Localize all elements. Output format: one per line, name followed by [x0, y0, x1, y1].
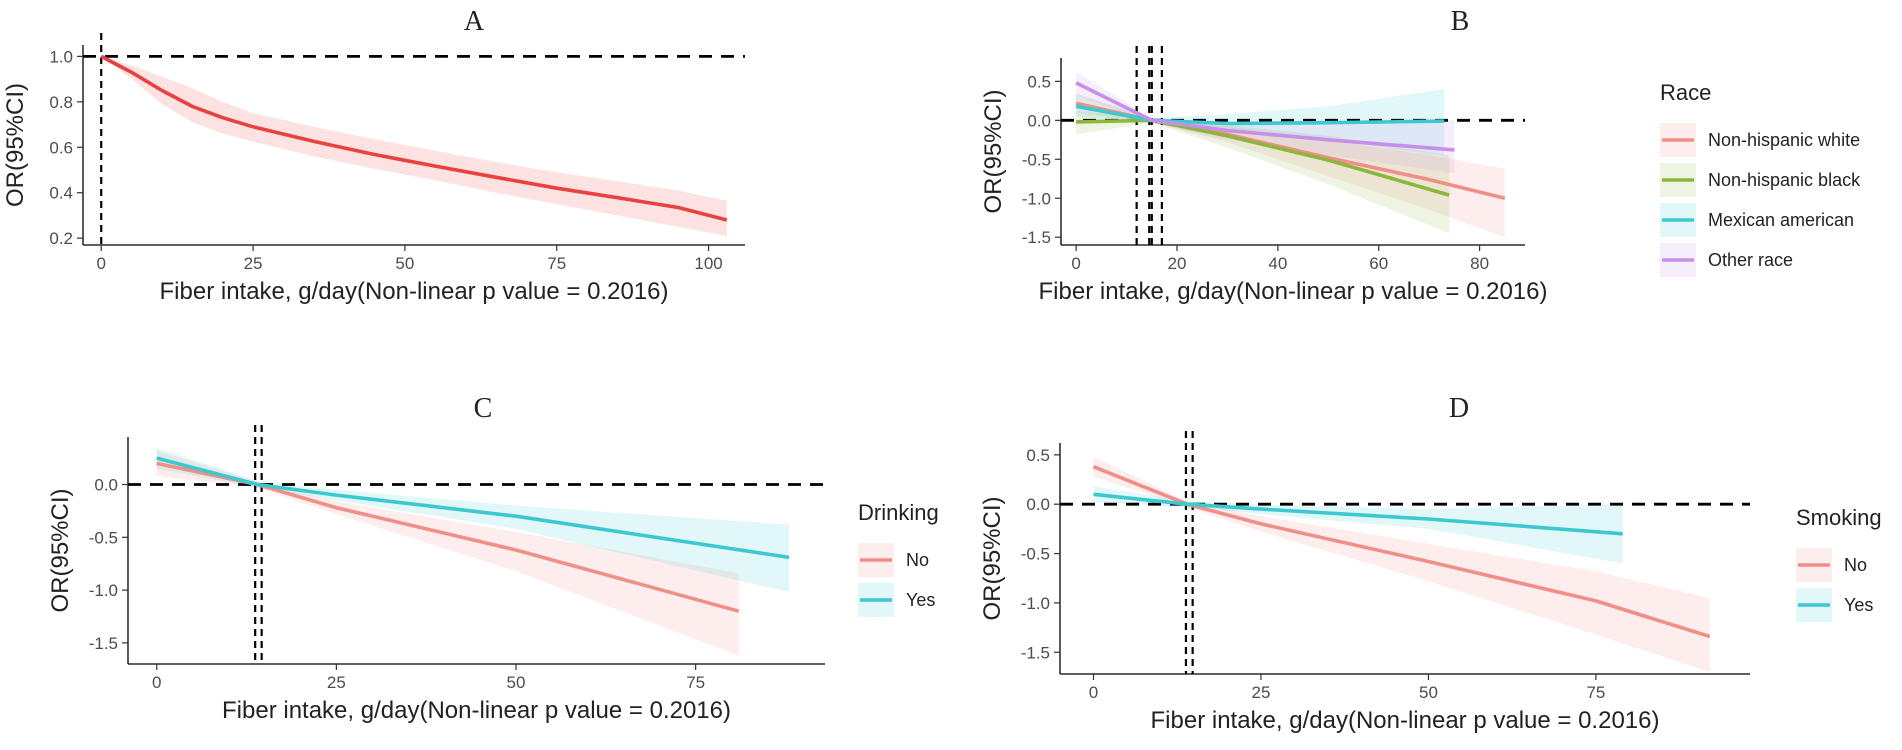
x-tick-label: 100 — [694, 254, 722, 273]
panel-title: A — [464, 6, 485, 37]
ci-band-overall — [101, 56, 727, 236]
legend-item-yes: Yes — [1796, 588, 1873, 622]
series-line-yes — [156, 456, 790, 560]
x-axis-label: Fiber intake, g/day(Non-linear p value =… — [160, 278, 669, 305]
y-tick-label: -1.0 — [1021, 594, 1050, 613]
y-tick-label: -1.5 — [1021, 643, 1050, 662]
series-line-mexican-american — [1075, 104, 1445, 126]
x-tick-label: 50 — [507, 673, 526, 692]
y-tick-label: 0.0 — [94, 476, 118, 495]
x-axis-label: Fiber intake, g/day(Non-linear p value =… — [1151, 707, 1660, 734]
y-tick-label: -1.0 — [89, 581, 118, 600]
y-axis-label: OR(95%CI) — [47, 488, 74, 612]
y-tick-label: -1.5 — [1022, 228, 1051, 247]
legend-label: Other race — [1708, 250, 1793, 270]
y-tick-label: -0.5 — [89, 528, 118, 547]
panel-title: C — [474, 393, 493, 424]
x-tick-label: 40 — [1268, 254, 1287, 273]
legend-item-non-hispanic-white: Non-hispanic white — [1660, 123, 1860, 157]
legend-title: Drinking — [858, 500, 939, 525]
x-axis-label: Fiber intake, g/day(Non-linear p value =… — [222, 697, 731, 724]
y-tick-label: 1.0 — [49, 47, 73, 66]
x-tick-label: 75 — [547, 254, 566, 273]
y-tick-label: -0.5 — [1021, 545, 1050, 564]
y-tick-label: 0.4 — [49, 184, 73, 203]
legend-label: Yes — [1844, 595, 1873, 615]
y-axis-label: OR(95%CI) — [979, 496, 1006, 620]
legend-label: Non-hispanic white — [1708, 130, 1860, 150]
legend-title: Smoking — [1796, 505, 1882, 530]
panel-c: C 0 25 50 75 -1.5 -1.0 -0.5 0.0 Fiber intake, g/d… — [47, 393, 939, 724]
x-axis-label: Fiber intake, g/day(Non-linear p value =… — [1039, 278, 1548, 305]
legend-item-no: No — [1796, 548, 1867, 582]
x-tick-label: 0 — [152, 673, 161, 692]
legend-label: No — [1844, 555, 1867, 575]
y-tick-label: 0.5 — [1027, 72, 1051, 91]
x-tick-label: 0 — [1071, 254, 1080, 273]
panel-b: B 0 20 40 60 80 -1.5 -1.0 -0.5 0.0 0.5 Fiber intake… — [980, 6, 1861, 305]
y-tick-label: 0.2 — [49, 229, 73, 248]
x-tick-label: 20 — [1168, 254, 1187, 273]
series-line-overall — [100, 54, 728, 222]
x-tick-label: 50 — [395, 254, 414, 273]
x-tick-label: 0 — [1089, 683, 1098, 702]
panel-title: D — [1449, 393, 1469, 424]
y-tick-label: -0.5 — [1022, 150, 1051, 169]
legend-title: Race — [1660, 80, 1711, 105]
y-axis-label: OR(95%CI) — [980, 89, 1007, 213]
panel-title: B — [1451, 6, 1470, 37]
x-tick-label: 75 — [686, 673, 705, 692]
x-tick-label: 50 — [1419, 683, 1438, 702]
legend: Drinking No Yes — [858, 500, 939, 617]
series-line-no — [1092, 465, 1711, 639]
ci-band-other-race — [1076, 72, 1455, 174]
y-tick-label: 0.5 — [1026, 446, 1050, 465]
x-tick-label: 25 — [244, 254, 263, 273]
y-tick-label: -1.0 — [1022, 189, 1051, 208]
panel-d: D 0 25 50 75 -1.5 -1.0 -0.5 0.0 0.5 Fiber intake, … — [979, 393, 1882, 734]
legend-item-other-race: Other race — [1660, 243, 1793, 277]
legend: Race Non-hispanic white Non-hispanic black… — [1660, 80, 1861, 277]
y-axis-label: OR(95%CI) — [2, 83, 29, 207]
x-tick-label: 75 — [1586, 683, 1605, 702]
legend: Smoking No Yes — [1796, 505, 1882, 622]
y-tick-label: 0.0 — [1026, 495, 1050, 514]
legend-label: Mexican american — [1708, 210, 1854, 230]
ci-band-non-hispanic-white — [1076, 93, 1505, 238]
legend-item-yes: Yes — [858, 583, 935, 617]
x-tick-label: 60 — [1369, 254, 1388, 273]
ci-band-no — [156, 450, 739, 656]
x-tick-label: 25 — [327, 673, 346, 692]
x-tick-label: 80 — [1470, 254, 1489, 273]
series-line-other-race — [1075, 81, 1455, 152]
legend-label: No — [906, 550, 929, 570]
legend-item-mexican-american: Mexican american — [1660, 203, 1854, 237]
panel-a: A 0 25 50 75 100 0.2 0.4 0.6 0.8 1.0 Fiber intake, … — [2, 6, 745, 305]
legend-item-non-hispanic-black: Non-hispanic black — [1660, 163, 1861, 197]
y-tick-label: 0.6 — [49, 138, 73, 157]
series-line-yes — [1093, 492, 1623, 536]
y-tick-label: 0.0 — [1027, 111, 1051, 130]
legend-label: Non-hispanic black — [1708, 170, 1861, 190]
y-tick-label: -1.5 — [89, 634, 118, 653]
y-tick-label: 0.8 — [49, 93, 73, 112]
ci-band-no — [1093, 456, 1710, 672]
series-line-non-hispanic-black — [1076, 118, 1450, 197]
ci-band-yes — [156, 447, 790, 593]
x-tick-label: 25 — [1252, 683, 1271, 702]
legend-item-no: No — [858, 543, 929, 577]
legend-label: Yes — [906, 590, 935, 610]
x-tick-label: 0 — [96, 254, 105, 273]
